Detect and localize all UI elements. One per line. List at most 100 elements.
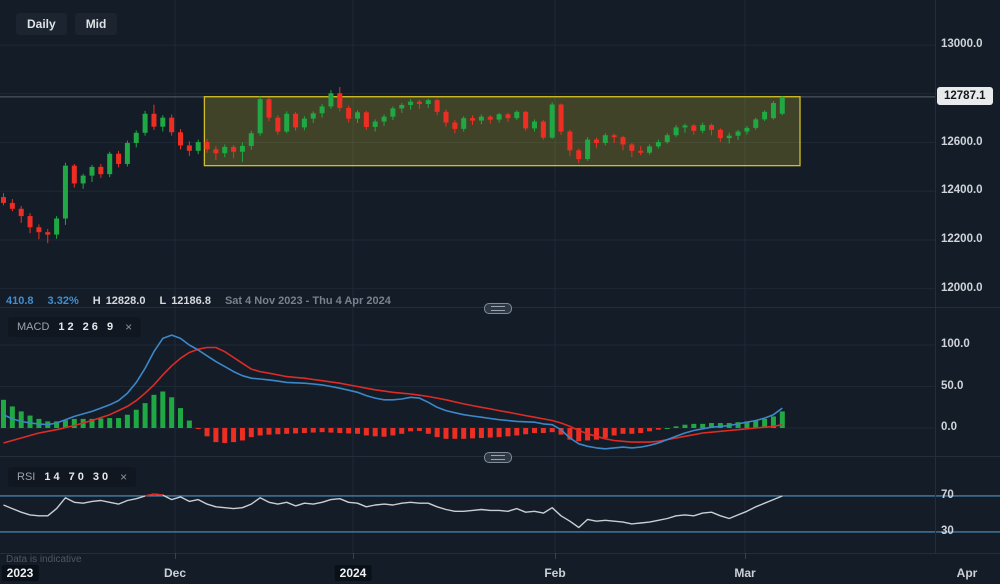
macd-histogram-bar <box>664 428 670 430</box>
rsi-pane[interactable] <box>0 456 1000 553</box>
price-pane[interactable] <box>0 0 935 307</box>
period-high: H 12828.0 <box>92 295 146 307</box>
candle-body <box>284 113 290 132</box>
candle-body <box>478 116 484 121</box>
candle-body <box>107 153 113 175</box>
candle-body <box>178 132 183 146</box>
candle-body <box>770 103 776 119</box>
candle-body <box>443 111 449 123</box>
macd-histogram-bar <box>1 399 6 429</box>
macd-histogram-bar <box>178 408 183 429</box>
macd-histogram-bar <box>372 428 378 437</box>
candle-body <box>98 166 104 175</box>
price-axis[interactable]: 13000.0 12600.0 12400.0 12200.0 12000.0 100.0… <box>935 0 1000 553</box>
candle-body <box>381 116 387 122</box>
rsi-title: RSI <box>17 471 36 483</box>
candle-body <box>762 111 768 120</box>
candle-body <box>505 114 511 119</box>
macd-histogram-bar <box>266 428 272 435</box>
macd-histogram-bar <box>98 418 104 429</box>
candle-body <box>390 108 396 117</box>
candle-body <box>709 124 714 130</box>
rsi-axis-tick: 30 <box>941 524 954 537</box>
macd-pane-resize-handle[interactable] <box>484 303 512 314</box>
price-axis-tick: 12400.0 <box>941 184 983 197</box>
candle-body <box>204 142 210 150</box>
macd-histogram-bar <box>717 423 723 429</box>
rsi-pane-resize-handle[interactable] <box>484 452 512 463</box>
candle-body <box>293 113 299 128</box>
macd-histogram-bar <box>709 423 714 429</box>
macd-chart[interactable] <box>0 307 935 456</box>
chart-type-button[interactable]: Mid <box>74 13 118 35</box>
macd-histogram-bar <box>62 420 68 429</box>
macd-histogram-bar <box>611 428 617 436</box>
time-axis-label: Apr <box>956 566 978 580</box>
candle-body <box>310 113 316 119</box>
macd-histogram-bar <box>301 428 307 433</box>
macd-histogram-bar <box>195 428 201 430</box>
macd-histogram-bar <box>496 428 502 438</box>
time-axis-separator <box>0 553 1000 554</box>
macd-histogram-bar <box>408 428 414 432</box>
price-axis-tick: 12000.0 <box>941 281 983 294</box>
candle-body <box>355 112 360 119</box>
macd-histogram-bar <box>275 428 281 435</box>
price-axis-tick: 12200.0 <box>941 232 983 245</box>
time-axis[interactable]: 2023 Dec 2024 Feb Mar Apr <box>0 553 1000 584</box>
macd-histogram-bar <box>204 428 210 437</box>
rsi-overbought-segment <box>144 493 155 497</box>
macd-axis-tick: 100.0 <box>941 338 970 350</box>
time-axis-label: Dec <box>163 566 187 580</box>
time-axis-label: Feb <box>544 566 566 580</box>
candle-body <box>470 118 476 121</box>
candle-body <box>540 121 546 138</box>
macd-histogram-bar <box>540 428 546 433</box>
time-axis-tick-mark <box>745 553 746 559</box>
macd-histogram-bar <box>160 391 166 429</box>
candle-body <box>567 131 573 151</box>
candle-body <box>71 165 77 184</box>
macd-histogram-bar <box>461 428 467 439</box>
candle-body <box>700 124 706 131</box>
candle-body <box>416 101 422 105</box>
macd-line <box>3 334 783 450</box>
macd-histogram-bar <box>257 428 263 436</box>
candle-body <box>620 137 626 145</box>
interval-button[interactable]: Daily <box>16 13 67 35</box>
candle-body <box>452 122 458 129</box>
candle-body <box>425 100 431 105</box>
candle-body <box>664 135 670 143</box>
visible-date-range: Sat 4 Nov 2023 - Thu 4 Apr 2024 <box>224 295 391 307</box>
candlestick-chart[interactable] <box>0 0 935 307</box>
rsi-chart[interactable] <box>0 456 1000 553</box>
macd-histogram-bar <box>523 428 529 435</box>
macd-histogram-bar <box>71 418 77 429</box>
macd-histogram-bar <box>124 414 130 429</box>
macd-histogram-bar <box>487 428 493 438</box>
candle-body <box>231 146 237 152</box>
rsi-close-icon[interactable]: × <box>120 469 128 484</box>
macd-histogram-bar <box>248 428 254 438</box>
candle-body <box>195 142 201 151</box>
macd-histogram-bar <box>770 416 776 429</box>
time-axis-label: 2023 <box>1 565 39 581</box>
candle-body <box>655 142 661 147</box>
rsi-params: 14 70 30 <box>44 471 112 483</box>
macd-histogram-bar <box>293 428 299 434</box>
macd-close-icon[interactable]: × <box>125 319 133 334</box>
rsi-axis-tick: 70 <box>941 488 954 501</box>
candle-body <box>461 118 467 129</box>
macd-pane[interactable] <box>0 307 935 456</box>
candle-body <box>80 175 86 184</box>
macd-histogram-bar <box>239 428 245 441</box>
macd-histogram-bar <box>231 428 237 443</box>
candle-body <box>1 197 6 203</box>
candle-body <box>496 114 502 120</box>
candle-body <box>372 121 378 127</box>
candle-body <box>744 127 750 132</box>
candle-body <box>337 93 343 108</box>
macd-histogram-bar <box>151 394 157 429</box>
macd-histogram-bar <box>549 428 555 433</box>
